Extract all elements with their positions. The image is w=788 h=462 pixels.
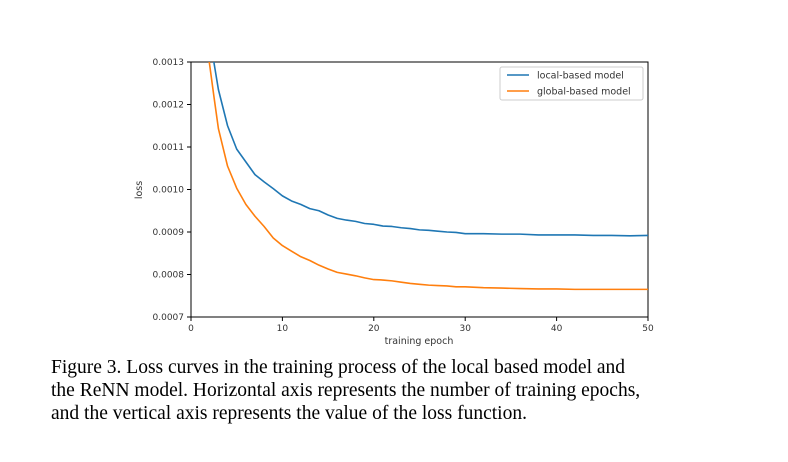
legend-label: global-based model (537, 87, 631, 98)
y-tick-label: 0.0007 (153, 313, 185, 323)
y-tick-label: 0.0012 (153, 101, 185, 111)
x-axis: 0 10 20 30 40 50 (188, 317, 654, 334)
legend: local-based model global-based model (499, 66, 644, 101)
x-tick-label: 10 (277, 324, 289, 334)
x-tick-label: 40 (551, 324, 563, 334)
y-axis-label: loss (134, 181, 145, 199)
y-tick-label: 0.0011 (153, 143, 185, 153)
x-tick-label: 30 (459, 324, 471, 334)
y-axis: 0.0007 0.0008 0.0009 0.0010 0.0011 0.0012 0.00… (153, 58, 191, 323)
legend-label: local-based model (537, 71, 624, 82)
series-line-global-based-model (208, 62, 648, 291)
y-tick-label: 0.0013 (153, 58, 185, 68)
loss-curve-chart: 0 10 20 30 40 50 0.00070.00080.00090.00100.00… (134, 58, 654, 347)
legend-box (499, 66, 644, 101)
x-tick-label: 20 (368, 324, 380, 334)
y-tick-label: 0.0010 (153, 186, 185, 196)
series-line-local-based-model (213, 62, 648, 237)
caption-line-1: Figure 3. Loss curves in the training pr… (51, 357, 626, 378)
figure-caption: Figure 3. Loss curves in the training pr… (51, 356, 766, 425)
caption-line-2: the ReNN model. Horizontal axis represen… (51, 380, 641, 401)
caption-line-3: and the vertical axis represents the val… (51, 403, 527, 424)
x-axis-label: training epoch (385, 336, 454, 347)
x-tick-label: 0 (188, 324, 194, 334)
y-tick-label: 0.0009 (153, 228, 185, 238)
y-tick-label: 0.0008 (153, 271, 185, 281)
x-tick-label: 50 (642, 324, 654, 334)
series-lines (208, 62, 648, 291)
